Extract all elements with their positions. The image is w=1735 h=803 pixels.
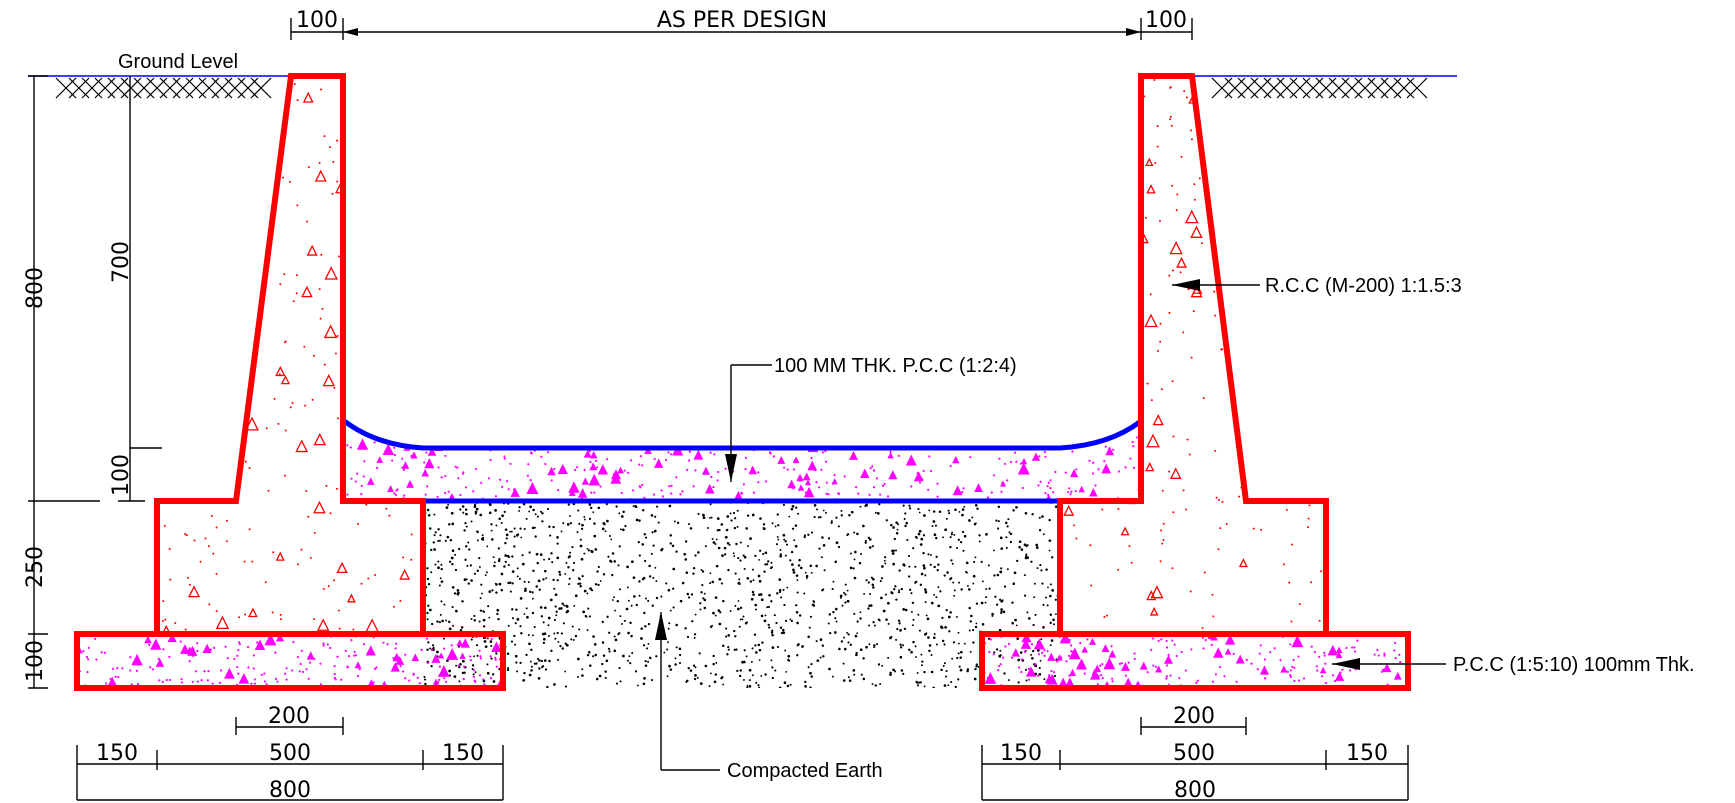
rcc-wall-right (1057, 73, 1329, 637)
bottom-right-dimension-lines (981, 717, 1409, 801)
pcc-base-right (979, 631, 1411, 691)
dim-left-800: 800 (23, 267, 48, 309)
dim-top-right-100: 100 (1145, 8, 1187, 33)
left-vertical-dimension-lines (28, 75, 162, 689)
dim-left-500: 500 (269, 741, 311, 766)
dim-right-150-b: 150 (1346, 741, 1388, 766)
dim-right-800-bottom: 800 (1174, 778, 1216, 803)
dim-left-100-upper: 100 (109, 454, 134, 496)
dim-top-left-100: 100 (296, 8, 338, 33)
top-dimension-line (290, 18, 1193, 40)
dim-right-200: 200 (1173, 704, 1215, 729)
dim-left-150-b: 150 (442, 741, 484, 766)
leader-rcc (1172, 279, 1260, 291)
dim-left-200: 200 (268, 704, 310, 729)
rcc-hatch (157, 76, 1326, 634)
leader-compacted-earth (655, 612, 720, 771)
label-ground-level: Ground Level (118, 51, 238, 73)
rcc-wall-left (154, 73, 426, 637)
soil-hatch-right (1211, 77, 1428, 99)
dim-right-500: 500 (1173, 741, 1215, 766)
dim-left-250: 250 (23, 546, 48, 588)
label-pcc-top: 100 MM THK. P.C.C (1:2:4) (774, 355, 1017, 377)
bottom-left-dimension-lines (76, 717, 504, 801)
leader-pcc-base (1332, 658, 1446, 670)
label-pcc-base: P.C.C (1:5:10) 100mm Thk. (1453, 654, 1695, 676)
dim-left-700: 700 (109, 241, 134, 283)
dim-left-800-bottom: 800 (269, 778, 311, 803)
dim-left-150-a: 150 (96, 741, 138, 766)
label-compacted-earth: Compacted Earth (727, 760, 883, 782)
pcc-base-left (74, 631, 506, 691)
dim-left-100-lower: 100 (23, 640, 48, 682)
dim-right-150-a: 150 (1000, 741, 1042, 766)
leader-pcc-top (725, 364, 772, 482)
soil-hatch-left (55, 77, 272, 99)
pcc-slab-top-surface (341, 418, 1143, 451)
label-rcc: R.C.C (M-200) 1:1.5:3 (1265, 275, 1462, 297)
dim-as-per-design: AS PER DESIGN (657, 8, 827, 33)
compacted-earth-hatch (423, 501, 1060, 688)
